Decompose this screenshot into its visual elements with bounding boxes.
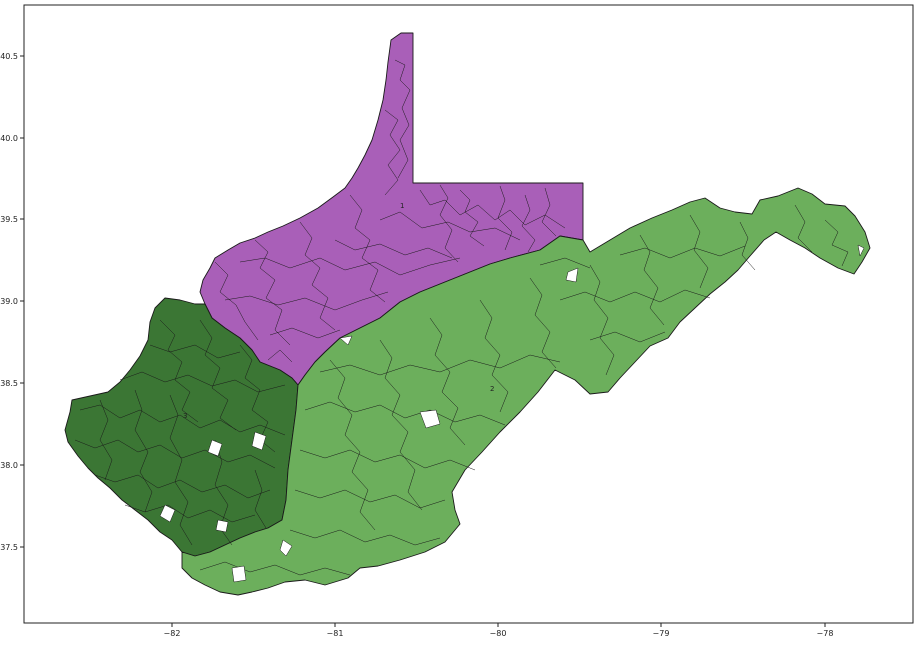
y-tick-label: 39.5: [0, 215, 18, 224]
district-label-3: 3: [183, 412, 187, 420]
district-1-precinct-lines: [214, 59, 566, 363]
y-tick-label: 37.5: [0, 543, 18, 552]
y-tick-label: 38.0: [0, 461, 18, 470]
district-label-1: 1: [400, 202, 404, 210]
y-tick-label: 39.0: [0, 297, 18, 306]
x-tick-label: −81: [327, 629, 344, 638]
x-tick-label: −78: [817, 629, 834, 638]
x-tick-label: −80: [490, 629, 507, 638]
district-label-2: 2: [490, 385, 494, 393]
map-gaps: [159, 244, 865, 583]
district-2-precinct-lines: [199, 204, 849, 576]
y-tick-label: 38.5: [0, 379, 18, 388]
y-tick-label: 40.5: [0, 52, 18, 61]
x-tick-label: −79: [653, 629, 670, 638]
x-tick-label: −82: [164, 629, 181, 638]
y-tick-label: 40.0: [0, 134, 18, 143]
y-axis: 40.5 40.0 39.5 39.0 38.5 38.0 37.5: [0, 52, 24, 552]
x-axis: −82 −81 −80 −79 −78: [164, 623, 834, 638]
district-2-region: [181, 187, 871, 596]
district-3-precinct-lines: [74, 319, 286, 546]
axes-frame: [23, 4, 914, 624]
